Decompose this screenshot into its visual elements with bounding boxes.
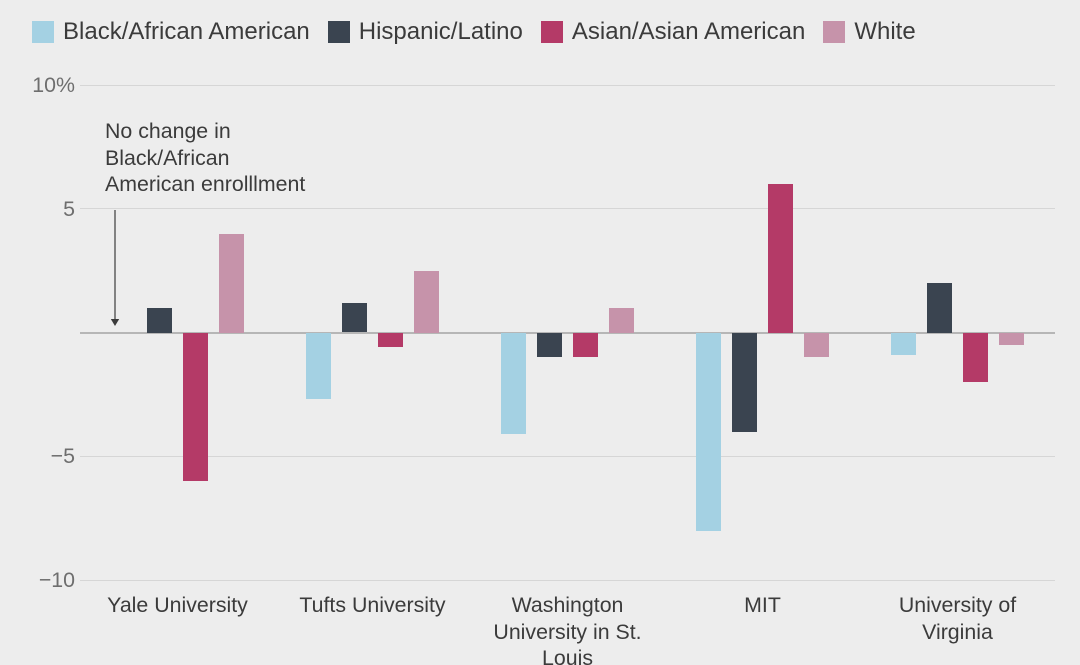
y-axis-tick: −10	[20, 568, 75, 593]
y-axis-tick: 10%	[20, 73, 75, 98]
bar	[609, 308, 634, 333]
bar	[891, 333, 916, 355]
legend-label: Asian/Asian American	[572, 18, 805, 46]
x-axis-label: Tufts University	[288, 592, 458, 619]
legend-label: Hispanic/Latino	[359, 18, 523, 46]
bar	[696, 333, 721, 531]
legend-swatch	[328, 21, 350, 43]
bar	[573, 333, 598, 358]
x-axis-label: Yale University	[93, 592, 263, 619]
legend-swatch	[823, 21, 845, 43]
bar	[804, 333, 829, 358]
legend-item: Black/African American	[32, 18, 310, 46]
bar	[147, 308, 172, 333]
legend-item: Asian/Asian American	[541, 18, 805, 46]
bar	[414, 271, 439, 333]
legend: Black/African American Hispanic/Latino Asi…	[32, 18, 916, 46]
annotation-no-change: No change inBlack/AfricanAmerican enroll…	[105, 118, 305, 198]
bar	[927, 283, 952, 333]
bar	[768, 184, 793, 333]
bar	[963, 333, 988, 383]
bar	[999, 333, 1024, 345]
bar	[537, 333, 562, 358]
legend-label: Black/African American	[63, 18, 310, 46]
bar	[183, 333, 208, 482]
legend-item: Hispanic/Latino	[328, 18, 523, 46]
bar	[342, 303, 367, 333]
bar	[219, 234, 244, 333]
x-axis-label: WashingtonUniversity in St.Louis	[483, 592, 653, 665]
y-axis-tick: 5	[20, 197, 75, 222]
x-axis-label: MIT	[678, 592, 848, 619]
bar	[306, 333, 331, 400]
y-axis-tick: −5	[20, 444, 75, 469]
legend-swatch	[32, 21, 54, 43]
chart-root: Black/African American Hispanic/Latino Asi…	[0, 0, 1080, 665]
legend-swatch	[541, 21, 563, 43]
legend-label: White	[854, 18, 915, 46]
legend-item: White	[823, 18, 915, 46]
x-axis-label: University ofVirginia	[873, 592, 1043, 645]
bar	[378, 333, 403, 348]
bar	[732, 333, 757, 432]
bar	[501, 333, 526, 434]
